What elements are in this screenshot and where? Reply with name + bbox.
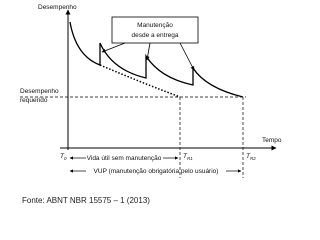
time-mark: T0 xyxy=(60,153,67,161)
time-mark: TR1 xyxy=(183,153,193,161)
required-label: Desempenho xyxy=(20,88,59,95)
time-mark: TR2 xyxy=(246,153,256,161)
no-maintenance-curve xyxy=(99,64,181,98)
span-label: VUP (manutenção obrigatória pelo usuário… xyxy=(94,168,219,175)
required-label: requerido xyxy=(20,97,48,104)
span-label: Vida útil sem manutenção xyxy=(87,155,162,162)
performance-curve xyxy=(69,21,244,98)
y-axis-label: Desempenho xyxy=(38,4,77,11)
callout-text: Manutenção xyxy=(137,22,173,29)
source: Fonte: ABNT NBR 15575 – 1 (2013) xyxy=(22,196,150,205)
callout-text: desde a entrega xyxy=(132,32,179,39)
callout-arrow xyxy=(101,42,126,53)
diagram: Desempenho Tempo Desempenho requerido Ma… xyxy=(20,4,282,205)
callout-arrow xyxy=(145,42,151,61)
callout-box xyxy=(111,16,199,44)
x-axis-label: Tempo xyxy=(262,137,282,144)
callout-arrow xyxy=(179,42,195,71)
